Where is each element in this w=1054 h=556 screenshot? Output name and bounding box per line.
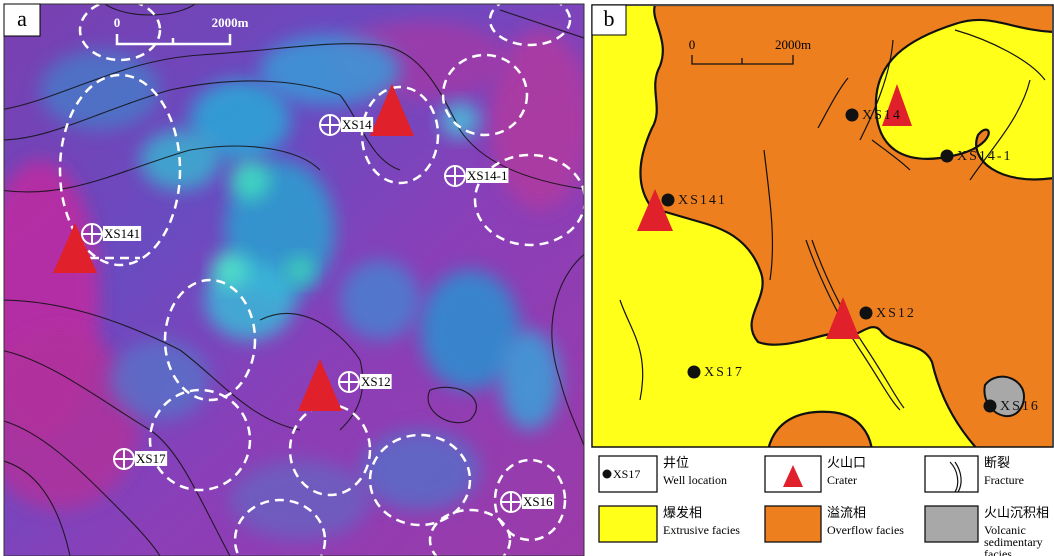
well-dot xyxy=(662,194,675,207)
legend-label-en: Well location xyxy=(663,473,727,487)
attribute-patch xyxy=(340,260,420,340)
scale-start: 0 xyxy=(689,37,696,52)
figure: XS14XS14-1XS141XS12XS17XS1602000m XS14XS… xyxy=(0,0,1054,556)
well-label: XS12 xyxy=(361,374,391,389)
attribute-patch xyxy=(286,256,314,284)
panel-b: XS14 XS14-1 XS141 XS12 XS17 XS16 0 2000m xyxy=(592,5,1054,450)
legend-label-zh: 溢流相 xyxy=(827,505,866,520)
legend-label-zh: 井位 xyxy=(663,455,689,470)
attribute-patch xyxy=(360,430,480,510)
well-label: XS14-1 xyxy=(957,149,1013,164)
well-label: XS141 xyxy=(678,193,727,208)
page: { "panels": [ {"label": "a", "scale": {"… xyxy=(0,0,1054,556)
attribute-patch xyxy=(212,252,248,288)
well-label: XS16 xyxy=(1000,399,1040,414)
attribute-patch xyxy=(500,330,560,430)
well-dot xyxy=(941,150,954,163)
attribute-patch xyxy=(230,160,270,200)
attribute-patch xyxy=(110,340,210,420)
well-dot xyxy=(984,400,997,413)
legend-label-en: Overflow facies xyxy=(827,523,904,537)
panel-label: b xyxy=(604,6,615,31)
well-dot xyxy=(846,109,859,122)
legend-swatch xyxy=(925,456,978,492)
legend-label-zh: 火山口 xyxy=(827,455,866,470)
legend-swatch xyxy=(765,506,821,542)
legend-label-zh: 爆发相 xyxy=(663,505,702,520)
well-label: XS12 xyxy=(876,306,916,321)
scale-start: 0 xyxy=(114,15,121,30)
well-dot xyxy=(688,366,701,379)
legend-swatch xyxy=(599,506,657,542)
legend-label-en: Crater xyxy=(827,473,857,487)
scale-end: 2000m xyxy=(775,37,811,52)
legend-label-zh: 断裂 xyxy=(984,455,1010,470)
attribute-patch xyxy=(230,460,370,540)
legend-well-label: XS17 xyxy=(613,467,640,481)
panel-label: a xyxy=(17,6,27,31)
legend-swatch xyxy=(925,506,978,542)
well-label: XS14 xyxy=(342,117,372,132)
well-dot xyxy=(860,307,873,320)
well-label: XS14 xyxy=(862,108,902,123)
legend-well-dot xyxy=(603,470,612,479)
panel-a: XS14 XS14-1 XS141 XS12 XS17 XS16 0 2000m xyxy=(0,0,590,556)
legend-label-en: facies xyxy=(984,547,1012,556)
attribute-patch xyxy=(40,50,160,130)
well-label: XS14-1 xyxy=(467,168,507,183)
scale-end: 2000m xyxy=(212,15,249,30)
well-label: XS17 xyxy=(136,451,166,466)
well-label: XS141 xyxy=(104,226,140,241)
well-label: XS17 xyxy=(704,365,744,380)
legend-label-en: Fracture xyxy=(984,473,1024,487)
legend-label-zh: 火山沉积相 xyxy=(984,505,1049,520)
well-label: XS16 xyxy=(523,494,553,509)
legend-label-en: Extrusive facies xyxy=(663,523,740,537)
